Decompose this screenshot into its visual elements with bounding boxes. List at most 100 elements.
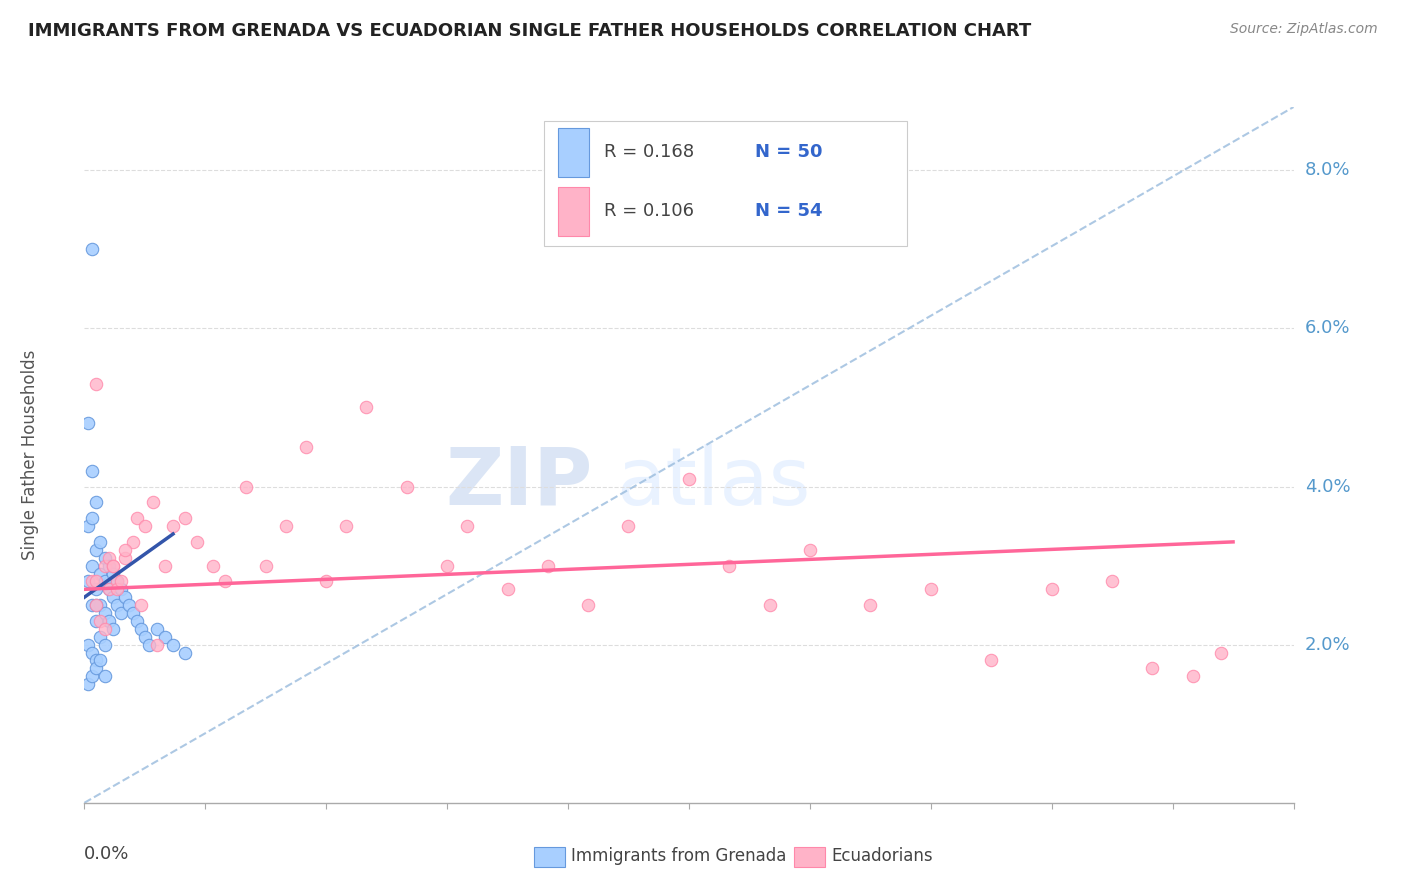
Text: 4.0%: 4.0%	[1305, 477, 1350, 496]
Point	[134, 630, 156, 644]
Point	[82, 464, 104, 478]
Text: Source: ZipAtlas.com: Source: ZipAtlas.com	[1230, 22, 1378, 37]
Text: R = 0.168: R = 0.168	[605, 144, 695, 161]
Point	[110, 606, 132, 620]
Point	[89, 598, 111, 612]
Point	[174, 646, 197, 660]
Point	[101, 622, 124, 636]
Point	[101, 591, 124, 605]
Text: IMMIGRANTS FROM GRENADA VS ECUADORIAN SINGLE FATHER HOUSEHOLDS CORRELATION CHART: IMMIGRANTS FROM GRENADA VS ECUADORIAN SI…	[28, 22, 1032, 40]
Point	[174, 511, 197, 525]
Point	[134, 519, 156, 533]
Point	[89, 566, 111, 581]
Point	[129, 622, 152, 636]
Point	[82, 598, 104, 612]
Point	[77, 574, 100, 589]
Point	[86, 376, 108, 391]
Point	[356, 401, 378, 415]
Point	[153, 630, 176, 644]
Point	[110, 582, 132, 597]
Point	[1181, 669, 1204, 683]
Point	[125, 511, 148, 525]
Point	[274, 519, 297, 533]
Point	[86, 495, 108, 509]
Point	[142, 495, 165, 509]
Point	[93, 638, 115, 652]
Point	[82, 646, 104, 660]
Point	[395, 479, 418, 493]
Point	[186, 534, 208, 549]
Point	[82, 558, 104, 573]
Point	[82, 574, 104, 589]
Point	[105, 582, 128, 597]
Point	[101, 558, 124, 573]
Point	[980, 653, 1002, 667]
Point	[89, 653, 111, 667]
Point	[121, 534, 143, 549]
Point	[859, 598, 882, 612]
Point	[77, 638, 100, 652]
Point	[86, 598, 108, 612]
Point	[1142, 661, 1164, 675]
Point	[456, 519, 478, 533]
Point	[93, 574, 115, 589]
Text: ZIP: ZIP	[444, 443, 592, 522]
Point	[93, 669, 115, 683]
Point	[758, 598, 780, 612]
Point	[125, 614, 148, 628]
Point	[97, 550, 120, 565]
Point	[77, 417, 100, 431]
Point	[162, 519, 184, 533]
Point	[436, 558, 458, 573]
Point	[97, 582, 120, 597]
Point	[82, 511, 104, 525]
Point	[77, 677, 100, 691]
Point	[496, 582, 519, 597]
Point	[537, 558, 560, 573]
Point	[86, 661, 108, 675]
Text: 0.0%: 0.0%	[84, 845, 129, 863]
Point	[114, 542, 136, 557]
Point	[101, 566, 124, 581]
Point	[89, 630, 111, 644]
Point	[93, 606, 115, 620]
Point	[82, 669, 104, 683]
Point	[799, 542, 821, 557]
Point	[202, 558, 225, 573]
Point	[89, 614, 111, 628]
Point	[86, 542, 108, 557]
Point	[1209, 646, 1232, 660]
Point	[146, 638, 169, 652]
Text: N = 50: N = 50	[755, 144, 823, 161]
Point	[114, 550, 136, 565]
Point	[86, 614, 108, 628]
Point	[110, 574, 132, 589]
Point	[138, 638, 160, 652]
Text: 6.0%: 6.0%	[1305, 319, 1350, 337]
Point	[162, 638, 184, 652]
Point	[105, 574, 128, 589]
Point	[93, 550, 115, 565]
Bar	[558, 187, 589, 235]
Text: R = 0.106: R = 0.106	[605, 202, 695, 220]
Point	[114, 591, 136, 605]
Point	[89, 534, 111, 549]
FancyBboxPatch shape	[544, 121, 907, 246]
Point	[235, 479, 257, 493]
Point	[576, 598, 599, 612]
Point	[718, 558, 741, 573]
Point	[77, 519, 100, 533]
Point	[1101, 574, 1123, 589]
Point	[678, 472, 700, 486]
Point	[146, 622, 169, 636]
Point	[86, 574, 108, 589]
Text: Single Father Households: Single Father Households	[21, 350, 39, 560]
Point	[105, 598, 128, 612]
Text: Immigrants from Grenada: Immigrants from Grenada	[571, 847, 786, 865]
Text: 8.0%: 8.0%	[1305, 161, 1350, 179]
Point	[920, 582, 942, 597]
Point	[97, 558, 120, 573]
Bar	[558, 128, 589, 177]
Text: N = 54: N = 54	[755, 202, 823, 220]
Point	[93, 622, 115, 636]
